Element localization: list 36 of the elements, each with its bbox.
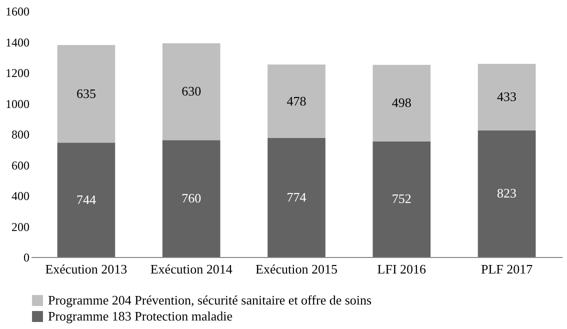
data-label: 635 (76, 86, 96, 101)
y-tick-label: 0 (24, 250, 30, 264)
bar (478, 64, 536, 130)
bar (57, 142, 116, 257)
y-tick-label: 200 (12, 220, 30, 234)
data-label: 760 (182, 190, 202, 206)
data-label: 630 (182, 84, 202, 99)
data-label: 433 (497, 89, 517, 104)
data-label: 498 (392, 95, 412, 110)
legend-label: Programme 204 Prévention, sécurité sanitaire et offre de soins (48, 292, 372, 308)
y-tick-label: 600 (12, 158, 30, 172)
x-tick-label: LFI 2016 (377, 262, 427, 276)
x-tick-label: Exécution 2013 (45, 262, 128, 276)
data-label: 478 (286, 93, 306, 108)
bar (268, 138, 326, 257)
bar (478, 130, 536, 257)
bar (372, 141, 431, 257)
x-tick-label: Exécution 2015 (256, 262, 338, 276)
y-tick-label: 1600 (6, 4, 30, 18)
bar (162, 43, 220, 140)
data-label: 823 (497, 186, 517, 201)
data-label: 774 (286, 190, 307, 204)
y-tick-label: 1200 (6, 66, 30, 80)
x-tick-label: PLF 2017 (480, 262, 534, 276)
data-label: 744 (76, 192, 96, 207)
y-tick-label: 800 (12, 128, 30, 142)
y-tick-label: 1000 (6, 96, 30, 111)
y-tick-label: 1400 (6, 35, 30, 50)
y-tick-label: 400 (12, 189, 30, 203)
bar (372, 64, 431, 142)
x-tick-label: Exécution 2014 (150, 262, 233, 276)
bar (162, 140, 220, 257)
bar (57, 44, 116, 143)
bar (268, 64, 326, 138)
data-label: 752 (392, 191, 412, 206)
legend-label: Programme 183 Protection maladie (48, 308, 233, 324)
